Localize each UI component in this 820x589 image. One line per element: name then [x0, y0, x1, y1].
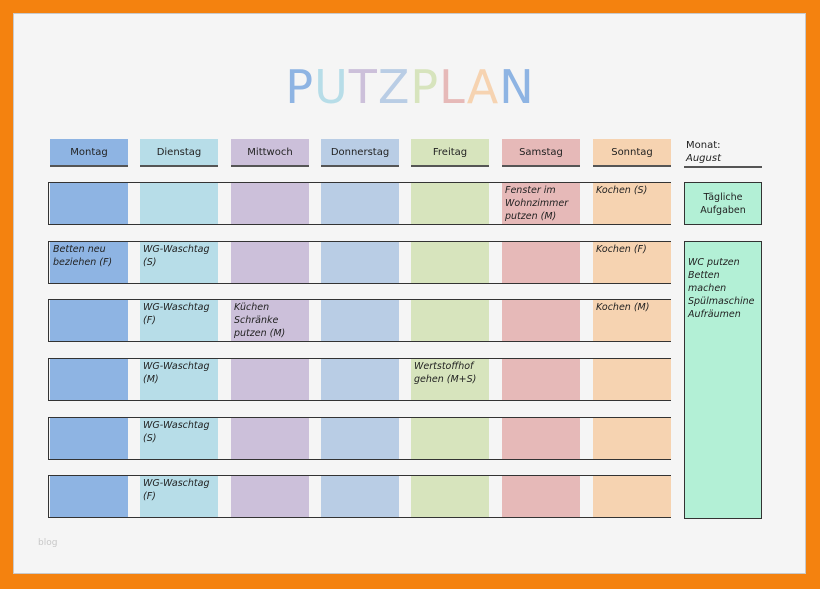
title-letter: N: [499, 60, 535, 114]
plan-row: WG-Waschtag (F): [48, 475, 671, 518]
task-cell[interactable]: [321, 183, 399, 224]
daily-task-item: WC putzen: [688, 257, 740, 268]
task-cell[interactable]: [411, 242, 489, 283]
plan-row: WG-Waschtag (S): [48, 417, 671, 460]
day-header-sonntag: Sonntag: [593, 139, 671, 167]
task-cell[interactable]: [140, 183, 218, 224]
task-cell[interactable]: [50, 183, 128, 224]
task-cell[interactable]: WG-Waschtag (F): [140, 476, 218, 517]
task-cell[interactable]: [321, 418, 399, 459]
task-cell[interactable]: [411, 183, 489, 224]
task-cell[interactable]: Kochen (S): [593, 183, 671, 224]
day-header-montag: Montag: [50, 139, 128, 167]
task-cell[interactable]: Kochen (M): [593, 300, 671, 341]
task-cell[interactable]: Betten neu beziehen (F): [50, 242, 128, 283]
daily-tasks-list: WC putzen Betten machen Spülmaschine Aufräu…: [684, 241, 762, 519]
title-letter: A: [466, 60, 500, 114]
task-cell[interactable]: WG-Waschtag (S): [140, 418, 218, 459]
task-cell[interactable]: [231, 476, 309, 517]
plan-row: Fenster im Wohnzimmer putzen (M) Kochen (…: [48, 182, 671, 225]
task-cell[interactable]: [231, 242, 309, 283]
task-cell[interactable]: [231, 359, 309, 400]
plan-row: WG-Waschtag (F) Küchen Schränke putzen (M…: [48, 299, 671, 342]
title-letter: P: [285, 60, 315, 114]
month-field[interactable]: Monat: August: [684, 139, 762, 168]
title-letter: P: [410, 60, 440, 114]
daily-tasks-title: Tägliche Aufgaben: [700, 191, 746, 216]
task-cell[interactable]: [593, 359, 671, 400]
task-cell[interactable]: WG-Waschtag (S): [140, 242, 218, 283]
daily-task-item: Betten machen: [688, 270, 727, 294]
task-cell[interactable]: [502, 242, 580, 283]
task-cell[interactable]: WG-Waschtag (F): [140, 300, 218, 341]
task-cell[interactable]: [502, 300, 580, 341]
title-letter: Z: [377, 60, 411, 114]
task-cell[interactable]: [321, 476, 399, 517]
task-cell[interactable]: [502, 476, 580, 517]
title-letter: U: [314, 60, 349, 114]
task-cell[interactable]: [411, 418, 489, 459]
plan-row: Betten neu beziehen (F) WG-Waschtag (S) Ko…: [48, 241, 671, 284]
day-header-dienstag: Dienstag: [140, 139, 218, 167]
task-cell[interactable]: [411, 300, 489, 341]
day-header-samstag: Samstag: [502, 139, 580, 167]
task-cell[interactable]: Fenster im Wohnzimmer putzen (M): [502, 183, 580, 224]
task-cell[interactable]: [593, 418, 671, 459]
task-cell[interactable]: [50, 476, 128, 517]
month-value: August: [686, 153, 721, 164]
daily-task-item: Aufräumen: [688, 309, 741, 320]
title-letter: L: [439, 60, 467, 114]
task-cell[interactable]: [321, 359, 399, 400]
task-cell[interactable]: [50, 359, 128, 400]
task-cell[interactable]: Kochen (F): [593, 242, 671, 283]
task-cell[interactable]: [502, 359, 580, 400]
day-header-donnerstag: Donnerstag: [321, 139, 399, 167]
task-cell[interactable]: [50, 300, 128, 341]
plan-row: WG-Waschtag (M) Wertstoffhof gehen (M+S): [48, 358, 671, 401]
task-cell[interactable]: [50, 418, 128, 459]
task-cell[interactable]: WG-Waschtag (M): [140, 359, 218, 400]
task-cell[interactable]: Küchen Schränke putzen (M): [231, 300, 309, 341]
task-cell[interactable]: [321, 242, 399, 283]
day-header-mittwoch: Mittwoch: [231, 139, 309, 167]
task-cell[interactable]: [231, 418, 309, 459]
task-cell[interactable]: Wertstoffhof gehen (M+S): [411, 359, 489, 400]
task-cell[interactable]: [593, 476, 671, 517]
month-label: Monat:: [686, 140, 721, 151]
task-cell[interactable]: [321, 300, 399, 341]
watermark: blog: [38, 538, 58, 548]
day-header-freitag: Freitag: [411, 139, 489, 167]
daily-task-item: Spülmaschine: [688, 296, 755, 307]
title-letter: T: [348, 60, 378, 114]
page-title: PUTZPLAN: [0, 60, 820, 114]
daily-tasks-header: Tägliche Aufgaben: [684, 182, 762, 225]
task-cell[interactable]: [411, 476, 489, 517]
task-cell[interactable]: [231, 183, 309, 224]
task-cell[interactable]: [502, 418, 580, 459]
